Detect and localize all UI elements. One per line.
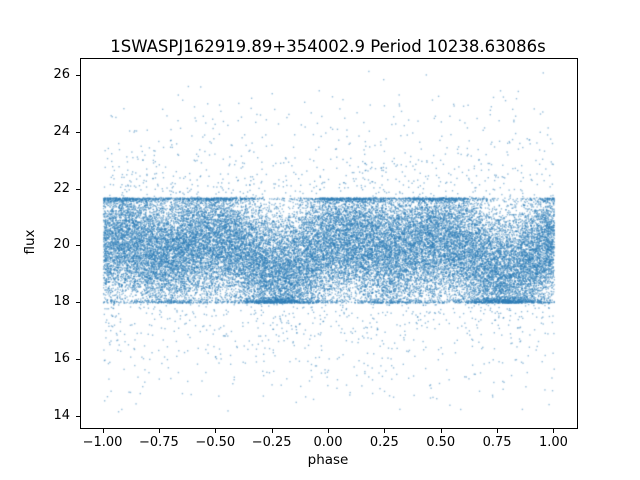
- x-tick-label: −0.25: [251, 435, 292, 450]
- y-tick-label: 26: [53, 67, 70, 83]
- x-tick-label: −0.75: [138, 435, 179, 450]
- x-tick-mark: [497, 429, 499, 433]
- y-tick-label: 14: [53, 407, 70, 423]
- y-tick-label: 24: [53, 123, 70, 139]
- y-tick-label: 16: [53, 350, 70, 366]
- x-tick-mark: [328, 429, 329, 433]
- x-axis-label: phase: [307, 452, 349, 468]
- y-axis-label: flux: [22, 229, 38, 255]
- x-tick-label: −1.00: [82, 435, 123, 450]
- x-tick-mark: [440, 429, 442, 433]
- x-tick-mark: [215, 429, 217, 433]
- x-tick-label: −0.50: [195, 435, 236, 450]
- x-tick-label: 0.75: [482, 435, 512, 450]
- x-tick-label: 0.25: [369, 435, 399, 450]
- x-tick-mark: [158, 429, 160, 433]
- chart-title: 1SWASPJ162919.89+354002.9 Period 10238.6…: [110, 37, 546, 56]
- plot-area: [80, 58, 578, 429]
- x-tick-mark: [102, 429, 104, 433]
- y-tick-label: 18: [53, 294, 70, 310]
- x-tick-mark: [384, 429, 386, 433]
- scatter-points-canvas: [81, 59, 577, 428]
- x-tick-label: 0.50: [426, 435, 456, 450]
- x-tick-label: 0.00: [313, 435, 343, 450]
- y-tick-label: 22: [53, 180, 70, 196]
- x-tick-mark: [553, 429, 555, 433]
- x-tick-mark: [271, 429, 273, 433]
- x-tick-label: 1.00: [538, 435, 568, 450]
